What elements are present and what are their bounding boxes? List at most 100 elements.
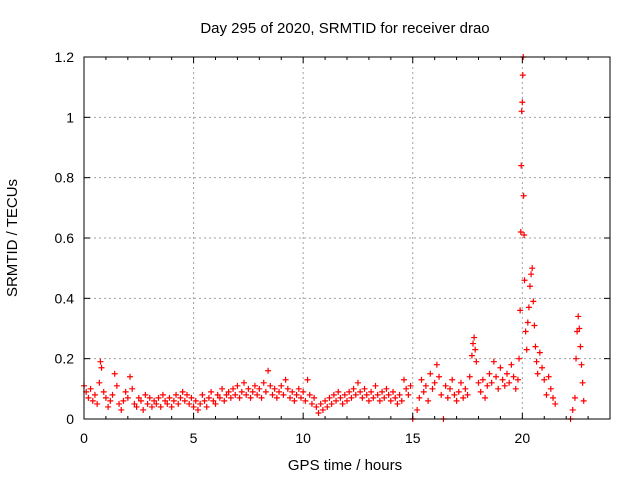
data-point	[529, 265, 536, 272]
data-point	[547, 385, 554, 392]
data-point	[254, 391, 261, 398]
data-point	[447, 385, 454, 392]
data-point	[107, 397, 114, 404]
y-tick-label: 1	[66, 109, 74, 125]
data-point	[514, 376, 521, 383]
data-point	[192, 397, 199, 404]
data-point	[429, 385, 436, 392]
data-point	[127, 373, 134, 380]
data-point	[550, 394, 557, 401]
data-point	[346, 388, 353, 395]
data-point	[427, 370, 434, 377]
data-point	[479, 376, 486, 383]
data-point	[524, 319, 531, 326]
data-point	[230, 385, 237, 392]
data-point	[363, 391, 370, 398]
data-point	[420, 388, 427, 395]
data-point	[324, 403, 331, 410]
data-point	[512, 385, 519, 392]
data-point	[510, 373, 517, 380]
data-point	[221, 397, 228, 404]
data-point	[361, 385, 368, 392]
x-tick-label: 15	[405, 430, 421, 446]
data-point	[173, 391, 180, 398]
data-point	[372, 382, 379, 389]
data-point	[293, 391, 300, 398]
data-point	[403, 385, 410, 392]
data-point	[243, 391, 250, 398]
data-point	[534, 370, 541, 377]
data-point	[148, 403, 155, 410]
data-point	[519, 99, 526, 106]
data-point	[477, 388, 484, 395]
data-point	[98, 364, 105, 371]
x-axis-label: GPS time / hours	[288, 457, 402, 474]
data-point	[278, 382, 285, 389]
data-point	[348, 394, 355, 401]
y-tick-label: 0.2	[55, 351, 75, 367]
data-point	[225, 388, 232, 395]
data-point	[308, 400, 315, 407]
data-point	[179, 388, 186, 395]
data-point	[578, 361, 585, 368]
data-point	[357, 388, 364, 395]
data-point	[190, 403, 197, 410]
data-point	[462, 385, 469, 392]
data-point	[170, 397, 177, 404]
data-point	[350, 385, 357, 392]
data-point	[291, 397, 298, 404]
data-point	[490, 358, 497, 365]
data-point	[577, 343, 584, 350]
data-point	[208, 388, 215, 395]
data-point	[271, 385, 278, 392]
data-point	[521, 231, 528, 238]
x-tick-label: 20	[515, 430, 531, 446]
data-point	[444, 394, 451, 401]
data-point	[85, 394, 92, 401]
x-tick-label: 5	[190, 430, 198, 446]
data-point	[295, 385, 302, 392]
y-tick-label: 1.2	[55, 49, 75, 65]
data-point	[449, 376, 456, 383]
data-point	[383, 385, 390, 392]
data-point	[486, 370, 493, 377]
data-point	[464, 391, 471, 398]
data-point	[146, 394, 153, 401]
data-point	[317, 400, 324, 407]
data-point	[575, 313, 582, 320]
data-point	[240, 379, 247, 386]
data-point	[223, 391, 230, 398]
data-point	[574, 328, 581, 335]
data-point	[194, 406, 201, 413]
data-point	[521, 277, 528, 284]
data-point	[431, 379, 438, 386]
data-point	[234, 382, 241, 389]
data-point	[460, 394, 467, 401]
data-point	[306, 391, 313, 398]
data-point	[100, 388, 107, 395]
data-point	[414, 406, 421, 413]
data-point	[484, 382, 491, 389]
data-point	[523, 346, 530, 353]
data-point	[282, 376, 289, 383]
data-point	[571, 394, 578, 401]
data-point	[120, 397, 127, 404]
data-point	[379, 388, 386, 395]
data-point	[166, 394, 173, 401]
data-point	[541, 376, 548, 383]
data-point	[201, 397, 208, 404]
data-point	[87, 385, 94, 392]
data-point	[122, 388, 129, 395]
data-point	[392, 394, 399, 401]
data-point	[400, 376, 407, 383]
data-point	[517, 228, 524, 235]
data-point	[300, 388, 307, 395]
data-point	[352, 391, 359, 398]
data-point	[199, 391, 206, 398]
data-point	[260, 379, 267, 386]
data-point	[337, 394, 344, 401]
data-point	[466, 373, 473, 380]
data-point	[468, 352, 475, 359]
data-point	[326, 394, 333, 401]
